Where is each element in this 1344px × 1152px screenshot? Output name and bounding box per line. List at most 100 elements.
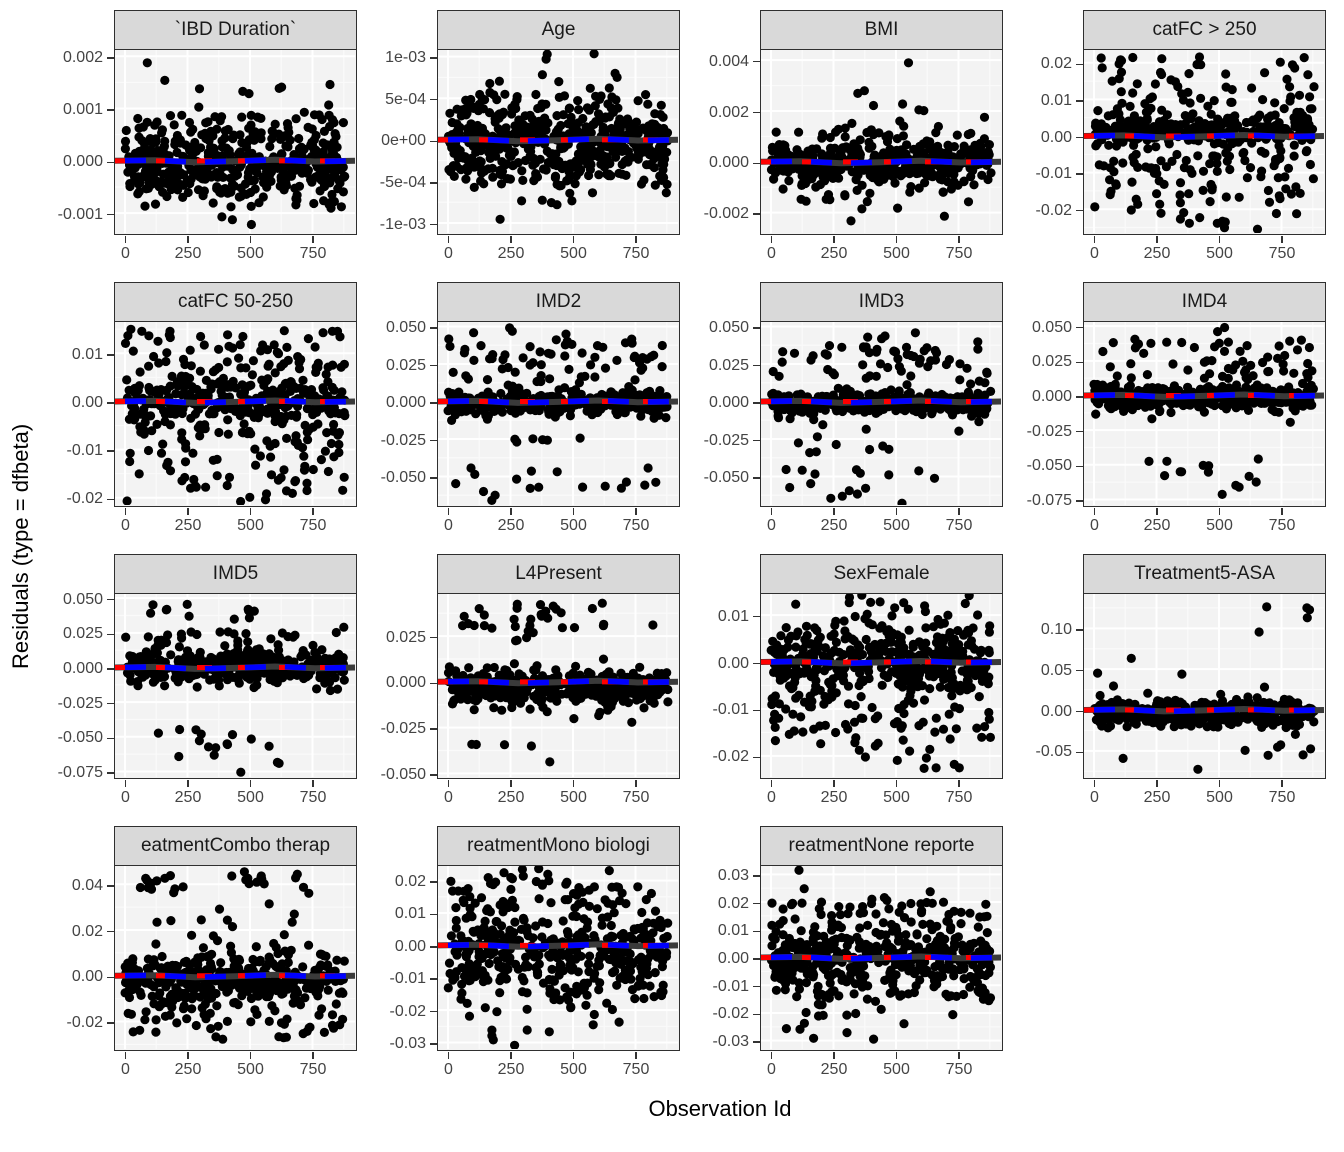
x-tick-label: 500: [883, 789, 910, 806]
y-tick-mark: [753, 111, 760, 114]
facet-title: eatmentCombo therap: [140, 835, 331, 856]
scatter-svg: [115, 865, 355, 1049]
facet-strip: Age: [437, 10, 680, 50]
y-tick-mark: [430, 728, 437, 730]
scatter-svg: [438, 49, 678, 233]
x-tick-label: 750: [945, 1061, 973, 1078]
x-tick-mark: [770, 1052, 773, 1059]
x-tick-mark: [572, 780, 575, 787]
facet-strip: catFC 50-250: [114, 282, 357, 322]
trend-layer: [438, 677, 678, 686]
x-tick-label: 750: [299, 789, 327, 806]
facet-strip: eatmentCombo therap: [114, 826, 357, 866]
x-tick-mark: [1156, 508, 1158, 515]
x-tick-mark: [124, 508, 127, 515]
y-tick-label: -0.025: [380, 431, 426, 449]
x-axis: 0 250 500 750: [114, 236, 357, 266]
x-tick-mark: [249, 780, 252, 787]
trend-layer: [1084, 391, 1324, 400]
y-tick-label: 0.025: [708, 356, 749, 374]
y-tick-mark: [753, 662, 760, 665]
y-tick-label: 0.00: [1040, 128, 1072, 146]
y-axis-labels: 0.01 0.00 -0.01 -0.02: [694, 594, 760, 780]
scatter-svg: [1084, 49, 1324, 233]
panel: [114, 48, 357, 235]
x-tick-label: 500: [560, 1061, 587, 1078]
facet-strip: SexFemale: [760, 554, 1003, 594]
scatter-svg: [1084, 321, 1324, 505]
x-tick-mark: [124, 780, 127, 787]
y-tick-label: 0.050: [385, 319, 426, 336]
x-tick-mark: [635, 780, 637, 787]
x-tick-mark: [833, 780, 835, 787]
x-tick-label: 500: [1206, 517, 1233, 534]
y-tick-mark: [107, 161, 114, 164]
facet-title: `IBD Duration`: [174, 19, 297, 40]
x-tick-label: 750: [622, 517, 650, 534]
y-tick-label: 0.050: [708, 319, 749, 336]
y-axis-labels: 0.050 0.025 0.000 -0.025 -0.050: [694, 319, 760, 508]
x-tick-label: 250: [497, 245, 525, 262]
y-tick-label: -0.02: [389, 1002, 426, 1020]
x-axis-title: Observation Id: [648, 1096, 792, 1121]
y-tick-mark: [430, 682, 437, 685]
y-tick-label: 0.000: [385, 394, 426, 411]
y-tick-label: 0.01: [717, 607, 749, 625]
trend-layer: [115, 971, 355, 980]
y-tick-mark: [1076, 173, 1083, 175]
x-tick-mark: [833, 508, 835, 515]
x-tick-mark: [1156, 780, 1158, 787]
x-tick-label: 250: [1143, 245, 1171, 262]
facet-strip: IMD2: [437, 282, 680, 322]
facet-cell: L4Present 0.025 0.000 -0.025 -0.050 0 250 500…: [371, 554, 680, 810]
facet-body: 0.004 0.002 0.000 -0.002: [694, 48, 1003, 236]
facet-cell: reatmentMono biologi 0.02 0.01 0.00 -0.01 -0…: [371, 826, 680, 1082]
facet-body: 0.002 0.001 0.000 -0.001: [48, 48, 357, 236]
points-layer: [443, 865, 673, 1049]
y-tick-mark: [107, 702, 114, 705]
x-tick-label: 0: [444, 517, 453, 534]
x-axis: 0 250 500 750: [114, 508, 357, 538]
facet-strip: IMD5: [114, 554, 357, 594]
x-tick-mark: [895, 236, 898, 243]
facet-cell: `IBD Duration` 0.002 0.001 0.000 -0.001 0 25…: [48, 10, 357, 266]
x-tick-mark: [187, 1052, 189, 1059]
y-tick-mark: [753, 902, 760, 905]
x-tick-mark: [1218, 236, 1221, 243]
x-tick-label: 500: [1206, 789, 1233, 806]
x-tick-label: 750: [945, 517, 973, 534]
y-tick-label: 0.025: [1031, 353, 1072, 371]
y-tick-mark: [430, 140, 437, 143]
y-tick-label: -1e-03: [379, 215, 426, 233]
y-tick-label: 0.004: [708, 52, 749, 70]
facet-title: L4Present: [515, 563, 602, 584]
x-tick-mark: [1218, 780, 1221, 787]
facet-title: catFC > 250: [1152, 19, 1257, 40]
trend-layer: [761, 657, 1001, 666]
y-tick-label: 0.025: [385, 628, 426, 646]
facet-cell: eatmentCombo therap 0.04 0.02 0.00 -0.02 0 2…: [48, 826, 357, 1082]
x-tick-label: 250: [174, 517, 202, 534]
y-tick-mark: [430, 364, 437, 367]
y-axis-labels: 0.04 0.02 0.00 -0.02: [48, 866, 114, 1052]
x-axis: 0 250 500 750: [760, 236, 1003, 266]
y-tick-mark: [430, 327, 437, 329]
x-tick-label: 250: [497, 1061, 525, 1078]
y-tick-label: -0.025: [1026, 422, 1072, 440]
y-axis-labels: 0.01 0.00 -0.01 -0.02: [48, 322, 114, 508]
trend-layer: [438, 135, 678, 144]
scatter-svg: [1084, 593, 1324, 777]
y-tick-mark: [1076, 500, 1083, 502]
y-tick-label: 5e-04: [385, 90, 426, 108]
y-tick-mark: [430, 881, 437, 883]
x-tick-mark: [895, 1052, 898, 1059]
x-tick-label: 0: [767, 789, 776, 806]
x-tick-mark: [833, 236, 835, 243]
y-tick-label: -0.01: [389, 970, 426, 988]
x-tick-mark: [958, 508, 960, 515]
grid-layer: [1084, 593, 1324, 777]
points-layer: [766, 327, 996, 505]
y-tick-mark: [1076, 629, 1083, 631]
x-tick-mark: [1093, 236, 1096, 243]
y-tick-mark: [1076, 430, 1083, 433]
